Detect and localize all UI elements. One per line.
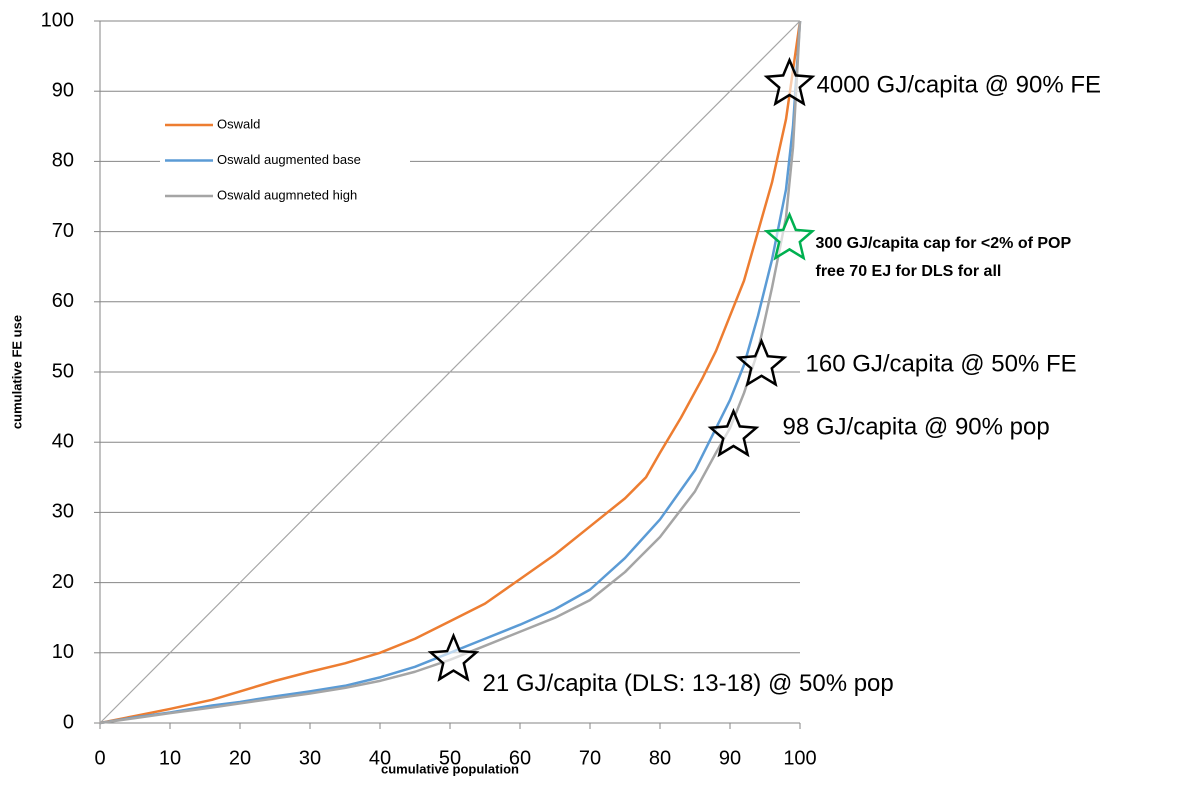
annotation-star [427, 632, 480, 682]
x-tick-label: 20 [229, 747, 251, 769]
x-axis-title: cumulative population [381, 761, 519, 776]
y-tick-label: 70 [52, 220, 74, 242]
annotation-text: 160 GJ/capita @ 50% FE [806, 350, 1077, 377]
legend-bg [160, 116, 410, 134]
annotation-star [763, 211, 816, 261]
x-tick-label: 10 [159, 747, 181, 769]
annotation-text: 21 GJ/capita (DLS: 13-18) @ 50% pop [483, 670, 894, 697]
annotation-star [735, 337, 788, 388]
y-tick-label: 40 [52, 430, 74, 452]
x-tick-label: 70 [579, 747, 601, 769]
legend-bg [160, 187, 410, 205]
legend-label: Oswald augmneted high [217, 187, 357, 202]
y-tick-label: 90 [52, 79, 74, 101]
y-tick-label: 30 [52, 501, 74, 523]
y-tick-label: 10 [52, 641, 74, 663]
legend: Oswald Oswald augmented base Oswald augmne… [160, 116, 410, 205]
legend-bg [160, 151, 410, 170]
annotation-star [763, 56, 816, 107]
series-line [99, 20, 802, 725]
x-tick-label: 40 [369, 747, 391, 769]
y-tick-label: 80 [52, 150, 74, 172]
annotation-star [707, 407, 760, 458]
x-tick-label: 60 [509, 747, 531, 769]
series-line [99, 20, 802, 725]
x-tick-label: 90 [719, 747, 741, 769]
annotation-text: 300 GJ/capita cap for <2% of POP [816, 235, 1072, 252]
x-tick-label: 30 [299, 747, 321, 769]
x-tick-label: 0 [94, 747, 105, 769]
annotation-text: 4000 GJ/capita @ 90% FE [817, 72, 1102, 99]
y-tick-label: 0 [63, 711, 74, 733]
y-tick-label: 60 [52, 290, 74, 312]
y-tick-label: 100 [41, 9, 74, 31]
y-axis-title: cumulative FE use [9, 315, 24, 429]
x-tick-label: 100 [783, 747, 816, 769]
legend-label: Oswald augmented base [217, 152, 361, 167]
x-tick-label: 80 [649, 747, 671, 769]
annotation-text: free 70 EJ for DLS for all [816, 263, 1002, 280]
reference-line [99, 20, 801, 724]
y-tick-label: 20 [52, 571, 74, 593]
x-tick-label: 50 [439, 747, 461, 769]
y-tick-label: 50 [52, 360, 74, 382]
legend-label: Oswald [217, 116, 260, 131]
annotation-text: 98 GJ/capita @ 90% pop [783, 414, 1050, 441]
